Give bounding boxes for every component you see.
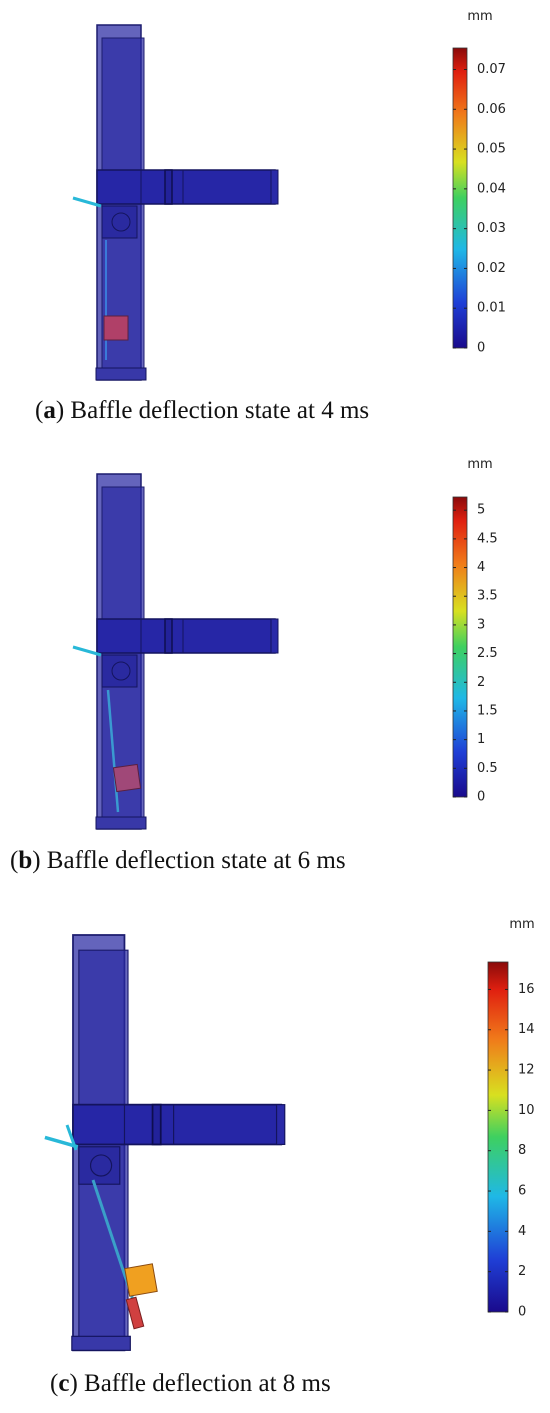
tick-label: 4 (518, 1224, 526, 1239)
unit-label: mm (467, 9, 492, 24)
colorbar (452, 47, 468, 349)
tick-label: 0.02 (477, 261, 506, 276)
tick-label: 1 (477, 732, 485, 747)
panel-a-render (71, 23, 280, 382)
tick-label: 6 (518, 1184, 526, 1199)
tick-label: 2 (518, 1264, 526, 1279)
tick-label: 0.07 (477, 62, 506, 77)
caption-open: ( (50, 1370, 58, 1397)
tick-label: 8 (518, 1143, 526, 1158)
tick-label: 0.04 (477, 181, 506, 196)
tick-label: 3.5 (477, 589, 498, 604)
caption-text: ) Baffle deflection state at 6 ms (32, 847, 345, 874)
tick-label: 0.05 (477, 142, 506, 157)
colorbar (452, 496, 468, 798)
caption-text: ) Baffle deflection state at 4 ms (56, 397, 369, 424)
colorbar (487, 961, 509, 1313)
tick-label: 0.03 (477, 221, 506, 236)
tick-label: 3 (477, 617, 485, 632)
tick-label: 0.5 (477, 761, 498, 776)
caption: (b) Baffle deflection state at 6 ms (10, 847, 346, 874)
tick-label: 0.06 (477, 102, 506, 117)
tick-label: 4.5 (477, 531, 498, 546)
caption-open: ( (10, 847, 18, 874)
unit-label: mm (467, 457, 492, 472)
tick-label: 0 (518, 1305, 526, 1320)
panel-b-render (71, 472, 280, 831)
tick-label: 2 (477, 675, 485, 690)
tick-label: 0.01 (477, 301, 506, 316)
tick-label: 1.5 (477, 703, 498, 718)
tick-label: 12 (518, 1063, 535, 1078)
tick-label: 4 (477, 560, 485, 575)
caption-open: ( (35, 397, 43, 424)
tick-label: 10 (518, 1103, 535, 1118)
tick-label: 14 (518, 1022, 535, 1037)
panel-c-render (43, 933, 287, 1353)
caption-label: c (58, 1370, 69, 1397)
tick-label: 16 (518, 982, 535, 997)
tick-label: 2.5 (477, 646, 498, 661)
tick-label: 5 (477, 503, 485, 518)
tick-label: 0 (477, 790, 485, 805)
caption-label: a (43, 397, 56, 424)
caption-text: ) Baffle deflection at 8 ms (69, 1370, 330, 1397)
caption-label: b (18, 847, 32, 874)
caption: (c) Baffle deflection at 8 ms (50, 1370, 331, 1397)
caption: (a) Baffle deflection state at 4 ms (35, 397, 369, 424)
tick-label: 0 (477, 341, 485, 356)
unit-label: mm (509, 917, 534, 932)
